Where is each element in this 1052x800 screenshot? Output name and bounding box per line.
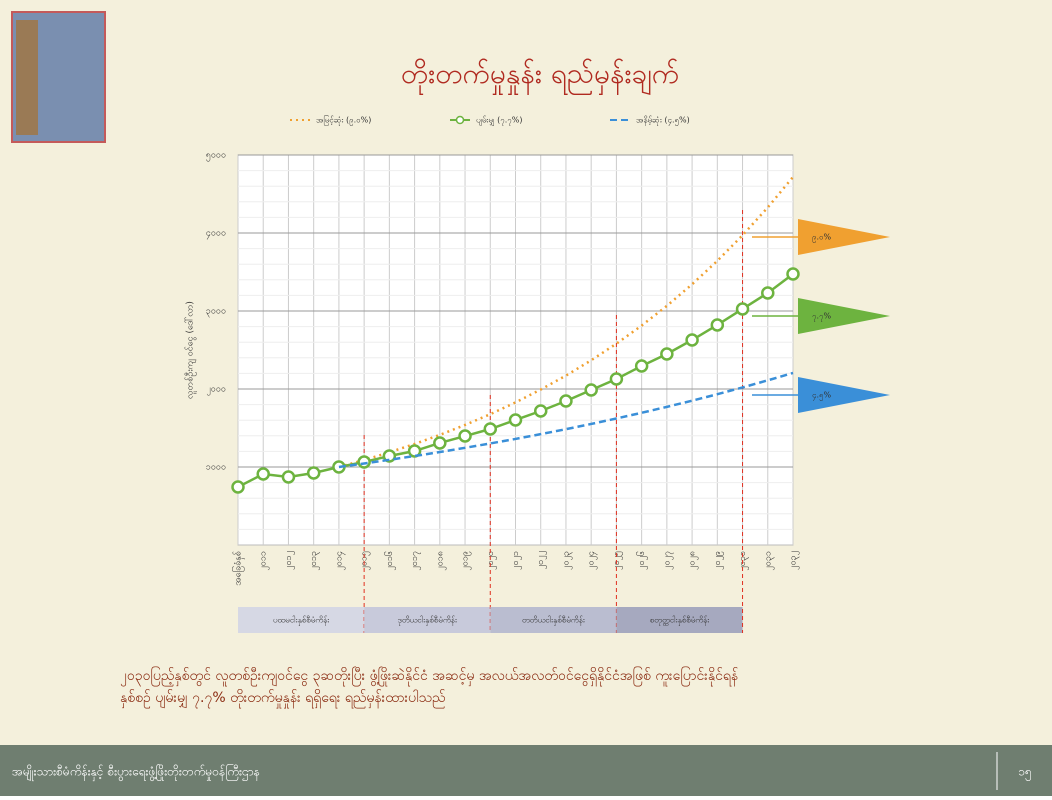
phase-box <box>364 607 491 633</box>
data-point <box>533 404 548 418</box>
legend-label: အမြင့်ဆုံး (၉.၀%) <box>316 115 371 127</box>
phase-box <box>490 607 617 633</box>
y-tick-label: ၂၀၀၀ <box>206 385 226 396</box>
phase-label: ဒုတိယငါးနှစ်စီမံကိန်း <box>398 615 458 627</box>
legend-swatch <box>455 115 465 125</box>
data-point <box>761 286 775 300</box>
data-point <box>660 347 674 361</box>
series-line <box>338 176 794 469</box>
x-tick-label: ၂၀၂၀ <box>486 551 497 570</box>
x-tick-label: ၂၀၁၈ <box>435 551 446 571</box>
caption-line: ၂၀၃၀ပြည့်နှစ်တွင် လူတစ်ဦးကျဝင်ငွေ ၃ဆတိုး… <box>120 667 738 686</box>
x-tick-label: ၂၀၁၂ <box>284 551 295 570</box>
legend-label: အနိမ့်ဆုံး (၄.၅%) <box>636 115 690 127</box>
data-point <box>634 359 649 373</box>
data-point <box>685 333 699 347</box>
x-tick-label: ၂၀၁၃ <box>309 551 320 571</box>
x-tick-label: ၂၀၁၉ <box>461 551 472 571</box>
data-point <box>710 318 725 332</box>
thumbnail-shelf <box>16 20 38 135</box>
data-point <box>786 267 800 281</box>
data-point <box>735 302 750 316</box>
x-tick-label: ၂၀၂၅ <box>612 551 623 570</box>
x-tick-label: ၂၀၂၉ <box>713 551 724 570</box>
x-tick-label: အခြေခံနှစ် <box>232 551 245 586</box>
data-point <box>483 422 498 436</box>
data-point <box>281 470 296 484</box>
x-tick-label: ၂၀၂၈ <box>688 551 699 570</box>
x-tick-label: ၂၀၂၄ <box>587 551 598 570</box>
flag <box>798 298 890 334</box>
data-point <box>306 466 321 480</box>
y-tick-label: ၄၀၀၀ <box>206 229 226 240</box>
data-point <box>256 467 270 481</box>
page-number: ၁၅ <box>1018 765 1032 782</box>
flag-label: ၄.၅% <box>812 391 832 402</box>
data-point <box>559 394 573 408</box>
data-point <box>433 436 447 450</box>
x-tick-label: ၂၀၁၅ <box>360 551 371 571</box>
phase-box <box>238 607 365 633</box>
x-tick-label: ၂၀၁၁ <box>259 551 270 571</box>
footer-text: အမျိုးသားစီမံကိန်းနှင့် စီးပွားရေးဖွံ့ဖြ… <box>12 763 260 782</box>
x-tick-label: ၂၀၃၂ <box>789 551 800 570</box>
data-point <box>357 455 371 469</box>
series-line <box>338 371 794 469</box>
y-tick-label: ၁၀၀၀ <box>206 463 226 473</box>
phase-label: စတုတ္ထငါးနှစ်စီမံကိန်း <box>650 615 711 627</box>
data-point <box>508 413 523 427</box>
x-tick-label: ၂၀၁၆ <box>384 551 396 571</box>
phase-box <box>616 607 743 633</box>
y-tick-label: ၅၀၀၀ <box>206 151 226 162</box>
y-axis-label: လူတစ်ဦးကျ ဝင်ငွေ (ဒေါ်လာ) <box>185 301 197 399</box>
flag-label: ၇.၇% <box>812 312 832 323</box>
x-tick-label: ၂၀၁၄ <box>334 551 345 571</box>
phase-label: ပထမငါးနှစ်စီမံကိန်း <box>273 615 330 627</box>
data-point <box>231 480 245 494</box>
y-tick-label: ၃၀၀၀ <box>206 307 226 318</box>
flag <box>798 377 890 413</box>
data-point <box>584 383 598 397</box>
flag <box>798 219 890 255</box>
data-point <box>407 444 422 458</box>
x-tick-label: ၂၀၂၂ <box>536 551 547 569</box>
x-tick-label: ၂၀၂၁ <box>511 551 522 570</box>
data-point <box>382 449 397 463</box>
x-tick-label: ၂၀၃၁ <box>763 551 774 571</box>
slide-title: တိုးတက်မှုနှုန်း ရည်မှန်းချက် <box>401 56 680 96</box>
x-tick-label: ၂၀၁၇ <box>410 551 421 571</box>
legend-label: ပျမ်းမျှ (၇.၇%) <box>476 115 523 127</box>
x-tick-label: ၂၀၂၇ <box>662 551 673 570</box>
x-tick-label: ၂၀၂၃ <box>561 551 572 570</box>
x-tick-label: ၂၀၂၆ <box>636 551 648 570</box>
footer-bar <box>0 745 1052 796</box>
data-point <box>458 429 472 443</box>
phase-label: တတိယငါးနှစ်စီမံကိန်း <box>522 615 586 627</box>
caption-line: နှစ်စဉ် ပျမ်းမျှ ၇.၇% တိုးတက်မှုနှုန်း ရ… <box>120 690 446 708</box>
data-point <box>609 372 624 386</box>
flag-label: ၉.၀% <box>812 233 832 244</box>
x-tick-label: ၂၀၃၀ <box>738 551 749 571</box>
